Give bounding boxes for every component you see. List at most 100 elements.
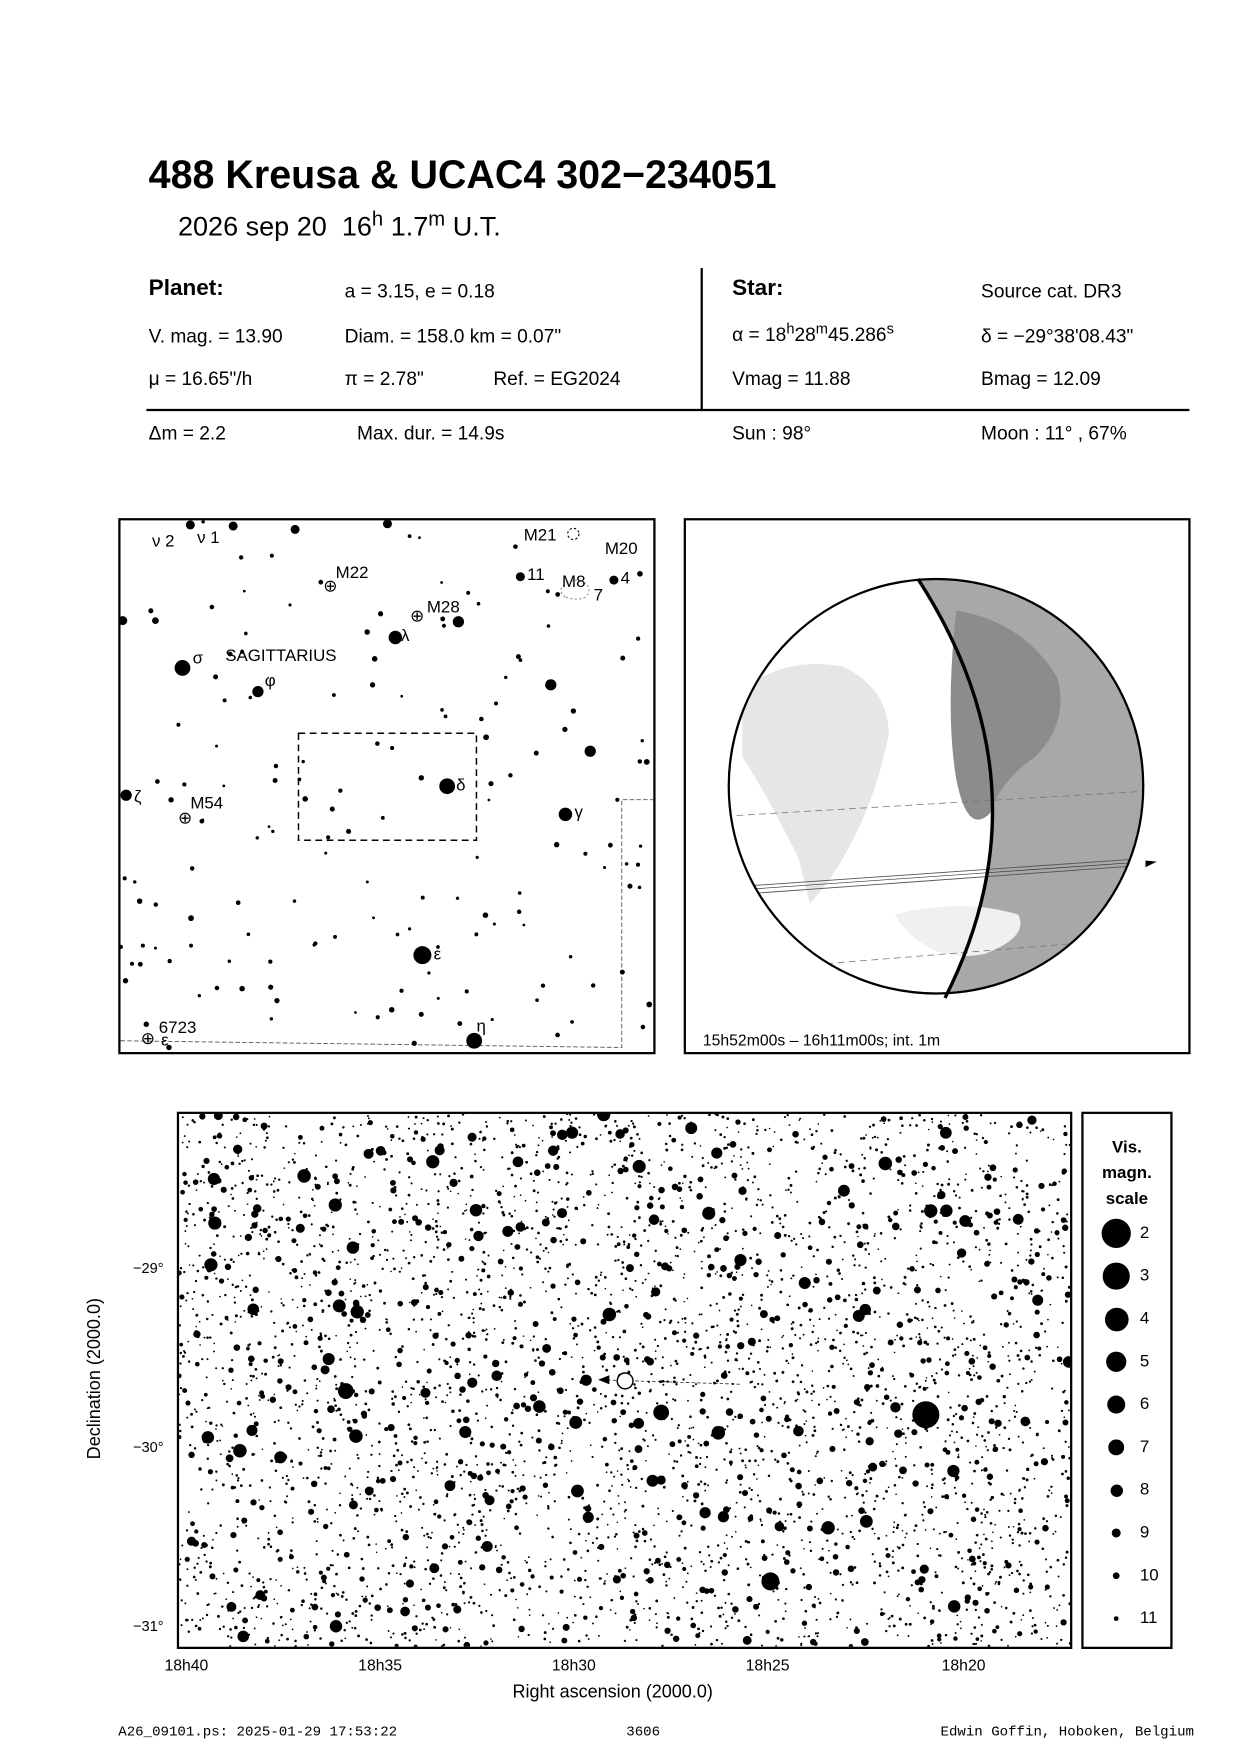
field-star xyxy=(403,1562,407,1565)
field-star xyxy=(446,1493,449,1496)
field-star xyxy=(1056,1212,1059,1215)
field-star xyxy=(421,1622,424,1625)
field-star xyxy=(615,1532,618,1536)
field-star xyxy=(333,1399,337,1402)
field-star xyxy=(413,1644,418,1647)
field-star xyxy=(193,1447,197,1450)
field-star xyxy=(895,1416,898,1419)
field-star xyxy=(776,1460,780,1464)
field-star xyxy=(885,1534,888,1537)
field-star xyxy=(419,1496,422,1499)
field-star xyxy=(973,1374,976,1377)
field-star xyxy=(513,1402,520,1410)
field-star xyxy=(206,1437,212,1442)
field-star xyxy=(431,1616,434,1619)
field-star xyxy=(873,1560,876,1563)
field-star xyxy=(630,1119,633,1123)
field-star xyxy=(571,1327,575,1330)
field-star xyxy=(654,1338,657,1341)
finder-bright-star xyxy=(413,946,432,965)
field-star xyxy=(221,1605,224,1608)
field-star xyxy=(559,1589,564,1594)
field-star xyxy=(179,1578,182,1581)
field-star xyxy=(440,1645,444,1647)
africa-land xyxy=(950,610,1061,820)
field-star xyxy=(759,1310,768,1319)
finder-star xyxy=(443,714,448,719)
field-star xyxy=(366,1115,369,1117)
field-star xyxy=(953,1317,956,1319)
field-star xyxy=(437,1122,440,1125)
field-star xyxy=(498,1305,502,1309)
field-star xyxy=(975,1133,978,1136)
field-star xyxy=(378,1500,381,1503)
field-star xyxy=(277,1358,284,1365)
field-star xyxy=(862,1478,868,1484)
field-star xyxy=(879,1120,882,1122)
field-star xyxy=(402,1395,407,1401)
field-star xyxy=(469,1142,473,1146)
bright-field-star xyxy=(602,1307,617,1322)
field-star xyxy=(1028,1609,1032,1613)
field-star xyxy=(250,1379,253,1382)
field-star xyxy=(567,1495,571,1499)
field-star xyxy=(456,1418,462,1424)
finder-star xyxy=(201,520,205,524)
field-star xyxy=(791,1353,794,1355)
field-star xyxy=(708,1554,711,1557)
field-star xyxy=(217,1614,220,1618)
label-phi: φ xyxy=(265,671,276,690)
field-star xyxy=(446,1382,449,1386)
field-star xyxy=(529,1394,538,1402)
field-star xyxy=(253,1415,256,1418)
field-star xyxy=(700,1228,704,1232)
field-star xyxy=(340,1595,344,1598)
field-star xyxy=(947,1182,951,1186)
field-star xyxy=(780,1527,783,1530)
field-star xyxy=(709,1565,712,1569)
field-star xyxy=(751,1118,755,1122)
field-star xyxy=(982,1170,985,1173)
field-star xyxy=(1042,1517,1046,1521)
field-star xyxy=(218,1211,220,1213)
field-star xyxy=(1013,1587,1020,1594)
field-star xyxy=(791,1380,795,1384)
field-star xyxy=(631,1288,634,1292)
field-star xyxy=(973,1412,977,1415)
field-star xyxy=(555,1421,559,1425)
field-star xyxy=(253,1421,259,1427)
field-star xyxy=(901,1428,904,1430)
field-star xyxy=(273,1321,276,1325)
field-star xyxy=(385,1125,388,1128)
field-star xyxy=(410,1182,413,1185)
field-star xyxy=(729,1463,733,1466)
field-star xyxy=(961,1557,964,1560)
field-star xyxy=(213,1222,216,1225)
field-star xyxy=(729,1450,733,1454)
field-star xyxy=(931,1165,936,1171)
field-star xyxy=(901,1529,904,1532)
field-star xyxy=(871,1527,874,1530)
field-star xyxy=(694,1383,697,1386)
field-star xyxy=(247,1404,250,1407)
field-star xyxy=(302,1324,304,1327)
field-star xyxy=(933,1219,938,1224)
field-star xyxy=(518,1532,522,1535)
field-star xyxy=(656,1622,658,1625)
field-star xyxy=(934,1574,939,1579)
date: 2026 sep 20 xyxy=(177,211,327,243)
field-star xyxy=(830,1364,834,1369)
field-star xyxy=(566,1265,569,1268)
field-star xyxy=(996,1378,1001,1383)
field-star xyxy=(968,1555,976,1563)
field-star xyxy=(1017,1435,1020,1438)
finder-star xyxy=(222,698,227,703)
field-star xyxy=(280,1584,282,1587)
field-star xyxy=(745,1466,747,1469)
field-star xyxy=(182,1171,187,1177)
field-star xyxy=(235,1474,239,1477)
field-star xyxy=(294,1645,298,1647)
field-star xyxy=(632,1467,635,1471)
field-star xyxy=(211,1206,217,1212)
field-star xyxy=(353,1258,356,1261)
